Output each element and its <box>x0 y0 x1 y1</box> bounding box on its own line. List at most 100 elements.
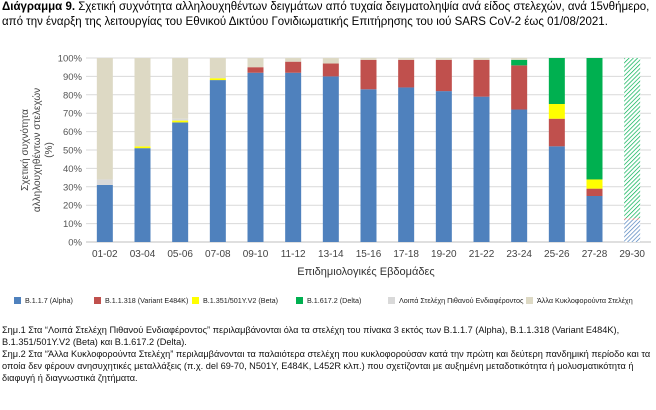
footnote-2: Σημ.2 Στα “Άλλα Κυκλοφορούντα Στελέχη” π… <box>2 349 651 383</box>
bar-segment <box>360 59 377 90</box>
bar-segment <box>586 58 603 180</box>
chart-legend: B.1.1.7 (Alpha) B.1.1.318 (Variant E484K)… <box>14 296 656 310</box>
x-tick-label: 19-20 <box>431 249 457 260</box>
x-tick-label: 23-24 <box>506 249 532 260</box>
x-tick-label: 25-26 <box>544 249 570 260</box>
bar-segment <box>96 184 113 242</box>
legend-label: Λοιπά Στελέχη Πιθανού Ενδιαφέροντος <box>399 296 524 305</box>
chart-title: Διάγραμμα 9. Σχετική συχνότητα αλληλουχη… <box>2 0 652 29</box>
bar-segment <box>435 59 452 92</box>
x-axis-label: Επιδημιολογικές Εβδομάδες <box>297 266 434 278</box>
y-tick-label: 90% <box>63 72 83 83</box>
bar-segment <box>586 188 603 196</box>
legend-item: Άλλα Κυκλοφορούντα Στελέχη <box>526 296 633 305</box>
bar-segment <box>398 87 415 242</box>
bar-segment <box>473 58 490 60</box>
bar-segment <box>247 58 264 68</box>
legend-label: Άλλα Κυκλοφορούντα Στελέχη <box>537 296 633 305</box>
legend-item: B.1.351/501Y.V2 (Beta) <box>192 296 278 305</box>
x-tick-label: 27-28 <box>582 249 608 260</box>
y-axis-label: Σχετική συχνότητααλληλουχηθέντων στελεχώ… <box>19 88 55 212</box>
legend-label: B.1.351/501Y.V2 (Beta) <box>203 296 278 305</box>
bar-segment <box>398 59 415 88</box>
x-tick-label: 13-14 <box>318 249 344 260</box>
bar-segment <box>285 58 302 62</box>
bar-segment <box>172 58 189 119</box>
bar-segment <box>209 58 226 79</box>
legend-item: B.1.1.7 (Alpha) <box>14 296 73 305</box>
bar-segment <box>134 146 151 149</box>
footnote-1: Σημ.1 Στα “Λοιπά Στελέχη Πιθανού Ενδιαφέ… <box>2 325 620 347</box>
x-tick-label: 21-22 <box>469 249 495 260</box>
bar-segment <box>134 148 151 242</box>
bar-segment <box>624 218 641 220</box>
bar-segment <box>360 58 377 60</box>
y-tick-label: 50% <box>63 146 83 157</box>
bar-segment <box>172 122 189 242</box>
legend-label: B.1.617.2 (Delta) <box>307 296 362 305</box>
y-axis-ticks: 0% 10% 20% 30% 40% 50% 60% 70% 80% 90% 100% <box>58 54 83 249</box>
bar-segment <box>586 179 603 189</box>
bar-segment <box>285 61 302 73</box>
legend-swatch <box>192 297 199 304</box>
y-tick-label: 0% <box>68 238 82 249</box>
bar-segment <box>134 58 151 147</box>
bar-segment <box>624 219 641 242</box>
bar-segment <box>247 67 264 73</box>
bar-segment <box>209 78 226 81</box>
legend-swatch <box>526 297 533 304</box>
x-tick-label: 01-02 <box>92 249 118 260</box>
bar-segment <box>96 179 113 185</box>
x-tick-label: 29-30 <box>619 249 645 260</box>
x-axis-ticks: 01-02 03-04 05-06 07-08 09-10 11-12 13-14 15-16… <box>92 249 645 260</box>
bar-segment <box>435 91 452 242</box>
bar-segment <box>322 58 339 64</box>
y-tick-label: 20% <box>63 201 83 212</box>
legend-swatch <box>388 297 395 304</box>
x-tick-label: 07-08 <box>205 249 231 260</box>
footnotes: Σημ.1 Στα “Λοιπά Στελέχη Πιθανού Ενδιαφέ… <box>2 324 654 384</box>
bar-segment <box>624 58 641 219</box>
y-tick-label: 30% <box>63 182 83 193</box>
bar-segment <box>473 96 490 242</box>
y-tick-label: 80% <box>63 90 83 101</box>
y-tick-label: 40% <box>63 164 83 175</box>
legend-item: Λοιπά Στελέχη Πιθανού Ενδιαφέροντος <box>388 296 523 305</box>
x-tick-label: 17-18 <box>393 249 419 260</box>
bar-segment <box>511 109 528 242</box>
bar-segment <box>548 118 565 147</box>
bar-segment <box>548 58 565 104</box>
legend-swatch <box>14 297 21 304</box>
bar-segment <box>322 63 339 77</box>
y-tick-label: 70% <box>63 109 83 120</box>
legend-label: B.1.1.318 (Variant E484K) <box>105 296 189 305</box>
chart-title-label: Διάγραμμα 9. <box>2 1 76 13</box>
legend-swatch <box>296 297 303 304</box>
x-tick-label: 09-10 <box>243 249 269 260</box>
bar-segment <box>360 89 377 242</box>
bar-segment <box>473 59 490 97</box>
bar-segment <box>511 58 528 60</box>
stacked-bar-chart: 0% 10% 20% 30% 40% 50% 60% 70% 80% 90% 100% 01-02 0… <box>19 54 651 278</box>
legend-swatch <box>94 297 101 304</box>
y-tick-label: 60% <box>63 127 83 138</box>
legend-item: B.1.1.318 (Variant E484K) <box>94 296 188 305</box>
bar-segment <box>548 146 565 242</box>
bar-segment <box>172 118 189 121</box>
y-tick-label: 10% <box>63 219 83 230</box>
bar-segment <box>435 58 452 60</box>
legend-item: B.1.617.2 (Delta) <box>296 296 361 305</box>
x-tick-label: 03-04 <box>130 249 156 260</box>
x-tick-label: 05-06 <box>167 249 193 260</box>
bar-segment <box>398 58 415 60</box>
chart-title-text: Σχετική συχνότητα αλληλουχηθέντων δειγμά… <box>2 1 650 28</box>
bar-segment <box>172 120 189 123</box>
bar-segment <box>511 59 528 66</box>
y-tick-label: 100% <box>58 54 83 65</box>
legend-label: B.1.1.7 (Alpha) <box>25 296 73 305</box>
bar-segment <box>322 76 339 243</box>
x-tick-label: 11-12 <box>281 249 306 260</box>
bar-segment <box>96 58 113 180</box>
bar-segment <box>548 104 565 119</box>
bar-series <box>96 58 641 243</box>
